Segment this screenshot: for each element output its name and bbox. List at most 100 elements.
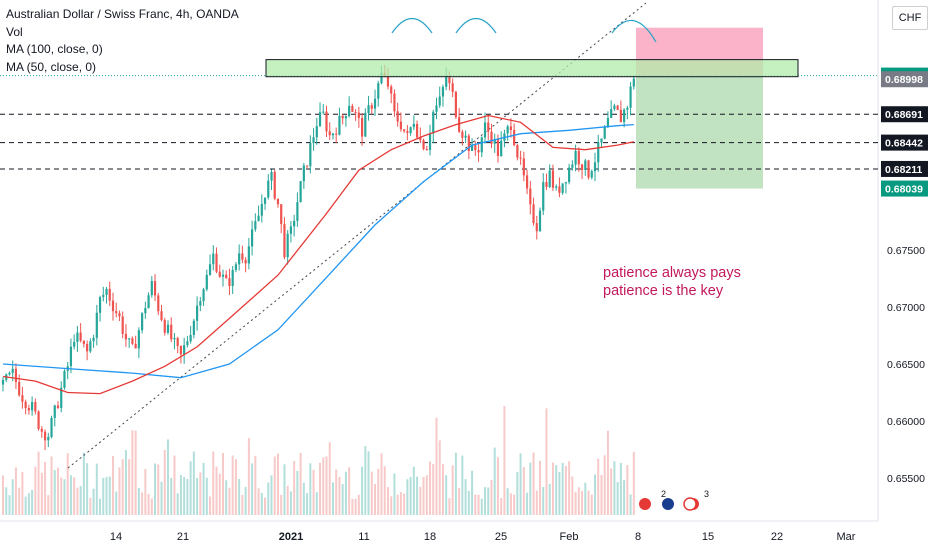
volume-bar — [14, 467, 17, 515]
volume-bar — [283, 464, 286, 515]
take-profit-zone[interactable] — [636, 75, 763, 189]
candle-body — [393, 93, 396, 112]
symbol-title[interactable]: Australian Dollar / Swiss Franc, 4h, OAN… — [6, 7, 239, 21]
candle-body — [131, 338, 134, 344]
candle-body — [568, 167, 571, 183]
volume-bar — [522, 467, 525, 515]
candle-body — [477, 150, 480, 153]
volume-bar — [296, 470, 299, 515]
candle-body — [632, 78, 635, 87]
volume-bar — [568, 461, 571, 515]
candle-body — [186, 341, 189, 346]
candle-body — [577, 150, 580, 165]
volume-bar — [619, 462, 622, 515]
candle-body — [111, 300, 115, 312]
volume-bar — [247, 438, 250, 515]
volume-bar — [196, 477, 199, 515]
candle-body — [328, 131, 331, 136]
volume-bar — [31, 489, 34, 515]
volume-bar — [467, 490, 470, 515]
volume-bar — [99, 498, 102, 515]
candle-body — [173, 337, 176, 340]
volume-bar — [63, 479, 66, 515]
candle-body — [247, 246, 250, 264]
candle-body — [27, 408, 30, 411]
flag-ch-icon[interactable] — [638, 497, 652, 511]
volume-bar — [199, 472, 202, 515]
candle-body — [448, 77, 451, 84]
arc-drawing[interactable] — [611, 19, 657, 43]
candle-body — [231, 269, 234, 286]
candle-body — [474, 145, 477, 151]
candle-body — [318, 112, 322, 127]
candle-body — [141, 313, 144, 331]
candle-body — [412, 124, 415, 128]
volume-bar — [205, 477, 208, 515]
event-count: 3 — [704, 489, 709, 499]
candle-body — [289, 226, 293, 234]
volume-bar — [613, 461, 616, 515]
volume-bar — [40, 472, 43, 515]
candle-body — [626, 107, 629, 110]
candle-body — [545, 182, 548, 187]
candle-body — [558, 186, 561, 193]
candle-body — [364, 112, 367, 137]
trend-line[interactable] — [67, 2, 647, 469]
candle-body — [212, 253, 215, 265]
volume-bar — [128, 459, 131, 515]
volume-bar — [102, 477, 105, 515]
resistance-zone[interactable] — [265, 59, 799, 78]
volume-bar — [225, 480, 228, 515]
candle-body — [60, 387, 63, 408]
volume-bar — [390, 496, 393, 515]
volume-bar — [471, 470, 474, 515]
arc-drawing[interactable] — [455, 17, 497, 34]
candle-body — [325, 111, 328, 132]
ma50-line[interactable] — [2, 114, 634, 395]
volume-bar — [228, 487, 231, 515]
arc-drawing[interactable] — [391, 17, 433, 34]
price-label: 0.68691 — [885, 109, 923, 121]
ma100-indicator-label[interactable]: MA (100, close, 0) — [6, 42, 103, 56]
volume-bar — [416, 476, 419, 515]
candle-body — [47, 436, 50, 441]
volume-bar — [179, 475, 182, 515]
flag-ch-icon[interactable] — [683, 497, 697, 511]
candle-body — [538, 210, 542, 232]
volume-bar — [600, 474, 603, 515]
volume-bar — [293, 461, 296, 515]
candle-body — [73, 341, 76, 347]
volume-bar — [367, 451, 370, 515]
ma100-line[interactable] — [2, 123, 634, 379]
volume-bar — [154, 463, 157, 515]
candle-body — [451, 83, 454, 92]
volume-bar — [351, 498, 354, 515]
volume-bar — [331, 482, 334, 515]
vol-indicator-label[interactable]: Vol — [6, 24, 23, 39]
candle-body — [179, 345, 183, 355]
candle-body — [590, 171, 593, 178]
volume-bar — [335, 469, 338, 515]
candle-body — [92, 337, 95, 342]
ma50-indicator-label[interactable]: MA (50, close, 0) — [6, 59, 97, 74]
time-tick-label: 15 — [702, 531, 714, 543]
currency-badge[interactable]: CHF — [892, 6, 928, 30]
volume-bar — [458, 488, 461, 515]
volume-bar — [286, 485, 289, 515]
flag-au-icon[interactable] — [661, 497, 675, 511]
volume-bar — [82, 452, 85, 515]
volume-bar — [535, 490, 538, 515]
volume-bar — [150, 498, 153, 515]
volume-bar — [124, 450, 127, 515]
candle-body — [587, 160, 590, 178]
candle-body — [205, 274, 208, 290]
volume-bar — [95, 463, 98, 515]
volume-bar — [529, 462, 532, 515]
volume-bar — [393, 473, 396, 515]
candle-body — [82, 340, 85, 344]
volume-bar — [53, 470, 56, 515]
volume-bar — [306, 493, 309, 515]
candle-body — [445, 77, 448, 87]
candle-body — [305, 165, 309, 167]
